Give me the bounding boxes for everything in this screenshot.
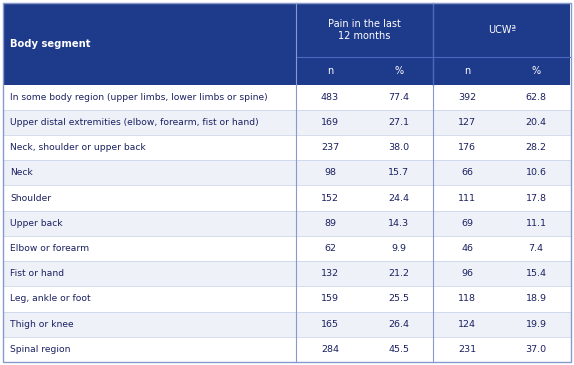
Text: Spinal region: Spinal region <box>10 345 71 354</box>
Text: 10.6: 10.6 <box>526 168 546 177</box>
Text: 15.7: 15.7 <box>388 168 409 177</box>
Bar <box>3 236 571 261</box>
Text: Pain in the last
12 months: Pain in the last 12 months <box>328 19 401 41</box>
Text: 27.1: 27.1 <box>388 118 409 127</box>
Text: %: % <box>532 66 541 76</box>
Text: 38.0: 38.0 <box>388 143 409 152</box>
Text: 176: 176 <box>459 143 476 152</box>
Text: 7.4: 7.4 <box>529 244 544 253</box>
Bar <box>296 57 364 85</box>
Bar <box>3 211 571 236</box>
Text: Leg, ankle or foot: Leg, ankle or foot <box>10 295 91 303</box>
Bar <box>3 160 571 185</box>
Text: 19.9: 19.9 <box>526 320 546 328</box>
Text: Shoulder: Shoulder <box>10 193 51 203</box>
Text: 62.8: 62.8 <box>526 93 546 102</box>
Text: 483: 483 <box>321 93 339 102</box>
Text: 18.9: 18.9 <box>526 295 546 303</box>
Text: Upper distal extremities (elbow, forearm, fist or hand): Upper distal extremities (elbow, forearm… <box>10 118 259 127</box>
Text: 77.4: 77.4 <box>388 93 409 102</box>
Text: 124: 124 <box>459 320 476 328</box>
Text: 165: 165 <box>321 320 339 328</box>
Text: 159: 159 <box>321 295 339 303</box>
Bar <box>3 85 571 110</box>
Text: n: n <box>327 66 333 76</box>
Bar <box>3 135 571 160</box>
Text: 98: 98 <box>324 168 336 177</box>
Text: 20.4: 20.4 <box>526 118 546 127</box>
Text: Thigh or knee: Thigh or knee <box>10 320 73 328</box>
Text: 37.0: 37.0 <box>526 345 546 354</box>
Text: 392: 392 <box>458 93 476 102</box>
Text: 96: 96 <box>461 269 474 278</box>
Text: 152: 152 <box>321 193 339 203</box>
Text: 89: 89 <box>324 219 336 228</box>
Text: 118: 118 <box>459 295 476 303</box>
Bar <box>3 261 571 287</box>
Text: Upper back: Upper back <box>10 219 63 228</box>
Bar <box>3 185 571 211</box>
Text: In some body region (upper limbs, lower limbs or spine): In some body region (upper limbs, lower … <box>10 93 267 102</box>
Text: 17.8: 17.8 <box>526 193 546 203</box>
Text: 9.9: 9.9 <box>391 244 406 253</box>
Text: 237: 237 <box>321 143 339 152</box>
Bar <box>3 337 571 362</box>
Text: 111: 111 <box>459 193 476 203</box>
Text: 45.5: 45.5 <box>388 345 409 354</box>
Text: %: % <box>394 66 403 76</box>
Text: 26.4: 26.4 <box>388 320 409 328</box>
Bar <box>3 110 571 135</box>
Text: 169: 169 <box>321 118 339 127</box>
Text: 62: 62 <box>324 244 336 253</box>
Text: 21.2: 21.2 <box>388 269 409 278</box>
Text: n: n <box>464 66 471 76</box>
Bar <box>3 312 571 337</box>
Text: 127: 127 <box>459 118 476 127</box>
Bar <box>502 57 571 85</box>
Text: Elbow or forearm: Elbow or forearm <box>10 244 89 253</box>
Text: 15.4: 15.4 <box>526 269 546 278</box>
Text: 28.2: 28.2 <box>526 143 546 152</box>
Bar <box>364 57 433 85</box>
Text: UCWª: UCWª <box>488 25 515 35</box>
Text: 24.4: 24.4 <box>388 193 409 203</box>
Text: 46: 46 <box>461 244 474 253</box>
Text: 14.3: 14.3 <box>388 219 409 228</box>
Bar <box>433 3 571 57</box>
Text: Neck: Neck <box>10 168 33 177</box>
Text: Fist or hand: Fist or hand <box>10 269 64 278</box>
Text: 284: 284 <box>321 345 339 354</box>
Bar <box>3 3 296 85</box>
Text: Neck, shoulder or upper back: Neck, shoulder or upper back <box>10 143 146 152</box>
Text: 132: 132 <box>321 269 339 278</box>
Bar <box>296 3 433 57</box>
Text: Body segment: Body segment <box>10 39 91 49</box>
Text: 66: 66 <box>461 168 474 177</box>
Bar <box>3 287 571 312</box>
Bar <box>433 57 502 85</box>
Text: 231: 231 <box>458 345 476 354</box>
Text: 25.5: 25.5 <box>388 295 409 303</box>
Text: 69: 69 <box>461 219 474 228</box>
Text: 11.1: 11.1 <box>526 219 546 228</box>
